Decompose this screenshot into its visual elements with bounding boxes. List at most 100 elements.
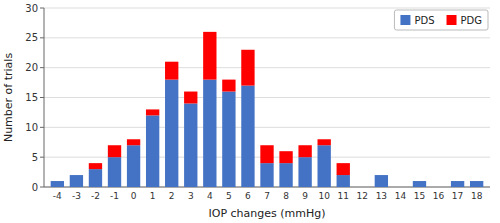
legend-swatch: [400, 15, 410, 25]
bar: [413, 181, 426, 187]
bar: [241, 50, 254, 86]
bar: [108, 157, 121, 187]
bar: [51, 181, 64, 182]
x-tick-label: 5: [226, 191, 232, 201]
bar: [222, 80, 235, 92]
bar: [222, 92, 235, 187]
bar: [337, 175, 350, 187]
legend-box: [394, 10, 488, 30]
bar: [298, 157, 311, 187]
y-tick-label: 0: [32, 182, 38, 193]
bar: [51, 181, 64, 187]
x-tick-label: 8: [283, 191, 289, 201]
x-tick-label: 2: [169, 191, 175, 201]
x-tick-label: -4: [53, 191, 62, 201]
x-axis-label: IOP changes (mmHg): [208, 207, 325, 220]
bar: [241, 86, 254, 187]
x-tick-label: 11: [338, 191, 349, 201]
y-tick-label: 10: [25, 122, 38, 133]
y-tick: [40, 127, 44, 128]
bar: [375, 175, 388, 187]
bar: [146, 109, 159, 115]
bar: [165, 80, 178, 187]
legend-swatch: [447, 15, 457, 25]
y-axis: [44, 8, 45, 187]
bar: [394, 187, 407, 188]
x-tick-label: -2: [91, 191, 100, 201]
legend-label: PDG: [461, 15, 482, 26]
y-tick: [40, 187, 44, 188]
grid-line: [44, 127, 490, 128]
x-tick-label: 15: [414, 191, 425, 201]
bar: [413, 181, 426, 182]
bar: [70, 175, 83, 176]
bar: [394, 187, 407, 188]
bar: [203, 32, 216, 80]
bar: [279, 151, 292, 163]
bar: [184, 103, 197, 187]
bar: [470, 181, 483, 187]
bar: [127, 145, 140, 187]
x-tick-label: 9: [302, 191, 308, 201]
legend: PDS PDG: [394, 10, 488, 30]
bar: [451, 181, 464, 187]
x-tick-label: 18: [471, 191, 483, 201]
x-tick-label: -3: [72, 191, 81, 201]
y-tick: [40, 97, 44, 98]
grid-line: [44, 8, 490, 9]
bar: [70, 175, 83, 187]
bar: [318, 145, 331, 187]
legend-label: PDS: [414, 15, 434, 26]
x-tick-label: 10: [318, 191, 330, 201]
y-axis-label: Number of trials: [2, 53, 15, 142]
y-tick: [40, 67, 44, 68]
y-tick: [40, 157, 44, 158]
bar: [184, 92, 197, 104]
y-tick: [40, 8, 44, 9]
bar: [298, 145, 311, 157]
x-tick-label: 3: [188, 191, 194, 201]
x-tick-label: 6: [245, 191, 251, 201]
bar: [279, 163, 292, 187]
bar: [260, 145, 273, 163]
bar: [89, 169, 102, 187]
x-tick-label: 16: [433, 191, 445, 201]
x-tick-label: 13: [376, 191, 387, 201]
grid: [44, 8, 490, 187]
y-tick: [40, 37, 44, 38]
x-tick-label: -1: [110, 191, 119, 201]
x-tick-label: 1: [150, 191, 156, 201]
y-tick-label: 20: [25, 62, 38, 73]
grid-line: [44, 37, 490, 38]
bar: [432, 187, 445, 188]
bar: [318, 139, 331, 145]
bar: [432, 187, 445, 188]
x-tick-label: 12: [357, 191, 368, 201]
bar: [127, 139, 140, 145]
bar: [108, 145, 121, 157]
bar: [470, 181, 483, 182]
x-tick-label: 14: [395, 191, 407, 201]
bar: [260, 163, 273, 187]
y-tick-label: 15: [25, 92, 38, 103]
bar: [356, 187, 369, 188]
y-tick-label: 30: [25, 3, 38, 14]
y-tick-label: 25: [25, 32, 38, 43]
x-tick-label: 0: [131, 191, 137, 201]
bar: [337, 163, 350, 175]
grid-line: [44, 67, 490, 68]
axes: 051015202530-4-3-2-101234567891011121314…: [25, 3, 490, 202]
bar: [451, 181, 464, 182]
chart: 051015202530-4-3-2-101234567891011121314…: [0, 0, 500, 223]
bars: [51, 32, 484, 187]
bar: [146, 115, 159, 187]
bar: [375, 175, 388, 176]
x-tick-label: 7: [264, 191, 270, 201]
x-tick-label: 4: [207, 191, 213, 201]
y-tick-label: 5: [32, 152, 38, 163]
x-tick-label: 17: [452, 191, 463, 201]
bar: [203, 80, 216, 187]
bar: [356, 187, 369, 188]
bar: [89, 163, 102, 169]
grid-line: [44, 97, 490, 98]
